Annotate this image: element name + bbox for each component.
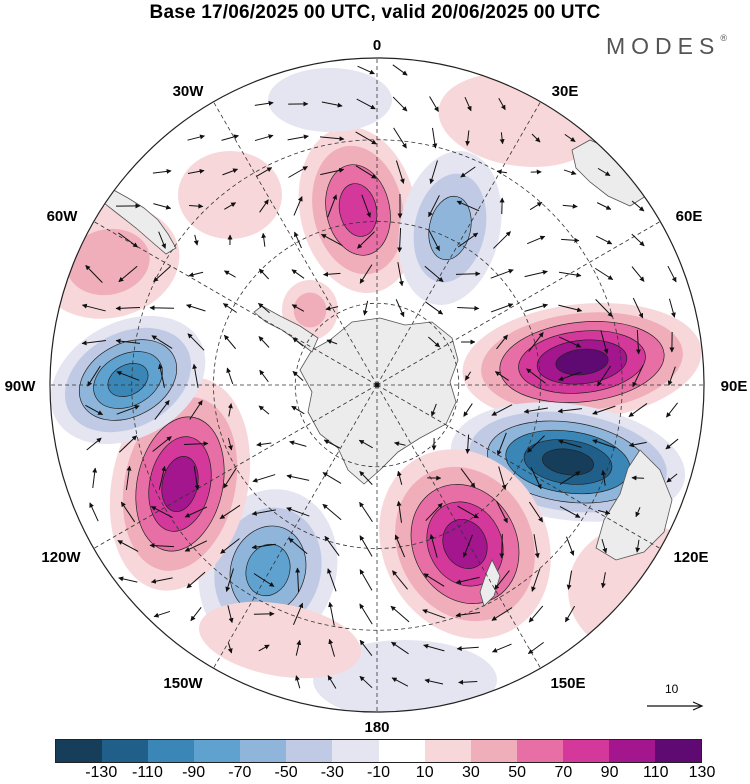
colorbar-tick-label: 130 [689, 764, 716, 782]
colorbar-tick-label: 10 [416, 764, 434, 782]
longitude-label-120w: 120W [41, 549, 81, 566]
colorbar-swatch [655, 740, 701, 762]
colorbar-swatch [379, 740, 425, 762]
anomaly-contour [268, 68, 392, 132]
colorbar-swatch [194, 740, 240, 762]
longitude-label-30w: 30W [173, 83, 205, 100]
colorbar-swatch [471, 740, 517, 762]
longitude-label-30e: 30E [552, 83, 579, 100]
colorbar-swatch [102, 740, 148, 762]
colorbar-tick-label: 30 [462, 764, 480, 782]
colorbar-tick-label: 90 [601, 764, 619, 782]
colorbar-swatch [332, 740, 378, 762]
wind-vector-arrow [502, 534, 503, 558]
colorbar-swatch [425, 740, 471, 762]
colorbar-swatch [286, 740, 332, 762]
longitude-label-0: 0 [373, 37, 381, 54]
wind-vector-arrow [632, 478, 644, 479]
polar-stereographic-map: 0 30E 60E 90E 120E 150E 180 150W 120W 90… [0, 0, 750, 735]
colorbar-swatch [563, 740, 609, 762]
colorbar-tick-label: -30 [321, 764, 344, 782]
colorbar-swatch [609, 740, 655, 762]
longitude-label-120e: 120E [673, 549, 708, 566]
anomaly-contour [178, 151, 282, 239]
wind-vector-arrow [254, 614, 274, 615]
south-pole-marker [375, 383, 380, 388]
colorbar-tick-label: -130 [85, 764, 117, 782]
colorbar-tick-label: 70 [554, 764, 572, 782]
anomaly-contour [294, 293, 327, 328]
colorbar-swatch [240, 740, 286, 762]
reference-vector: 10 [645, 682, 705, 718]
colorbar-labels: -130 -110 -90 -70 -50 -30 -10 10 30 50 70 90 110 130 [0, 764, 750, 784]
reference-arrow-icon [645, 682, 705, 718]
longitude-label-60e: 60E [676, 208, 703, 225]
colorbar-tick-label: 110 [643, 764, 669, 782]
colorbar-tick-label: -50 [275, 764, 298, 782]
wind-vector-arrow [150, 308, 174, 309]
wind-vector-arrow [456, 274, 480, 275]
colorbar-swatch [517, 740, 563, 762]
longitude-label-90w: 90W [5, 378, 37, 395]
colorbar-tick-label: -10 [367, 764, 390, 782]
colorbar-swatch [148, 740, 194, 762]
longitude-label-90e: 90E [721, 378, 748, 395]
longitude-label-150e: 150E [550, 675, 585, 692]
colorbar-tick-label: -70 [228, 764, 251, 782]
colorbar-swatch [56, 740, 102, 762]
longitude-label-150w: 150W [163, 675, 203, 692]
colorbar-tick-label: 50 [508, 764, 526, 782]
colorbar-tick-label: -90 [182, 764, 205, 782]
colorbar-tick-label: -110 [132, 764, 163, 782]
longitude-label-60w: 60W [47, 208, 79, 225]
colorbar [55, 739, 702, 763]
longitude-label-180: 180 [364, 719, 389, 735]
